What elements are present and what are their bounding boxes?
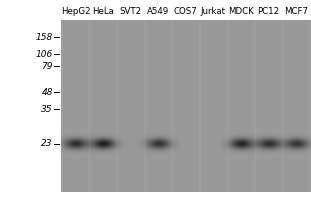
Text: 35: 35 <box>41 105 53 114</box>
Text: PC12: PC12 <box>258 7 280 16</box>
Text: 158: 158 <box>36 33 53 42</box>
Text: SVT2: SVT2 <box>120 7 142 16</box>
Text: HeLa: HeLa <box>92 7 114 16</box>
Text: Jurkat: Jurkat <box>201 7 226 16</box>
Text: A549: A549 <box>147 7 169 16</box>
Text: MCF7: MCF7 <box>284 7 308 16</box>
Text: 106: 106 <box>36 50 53 59</box>
Text: 23: 23 <box>41 139 53 148</box>
Text: COS7: COS7 <box>174 7 198 16</box>
Text: HepG2: HepG2 <box>61 7 90 16</box>
Text: 48: 48 <box>41 88 53 97</box>
Text: 79: 79 <box>41 62 53 71</box>
Text: MDCK: MDCK <box>228 7 254 16</box>
